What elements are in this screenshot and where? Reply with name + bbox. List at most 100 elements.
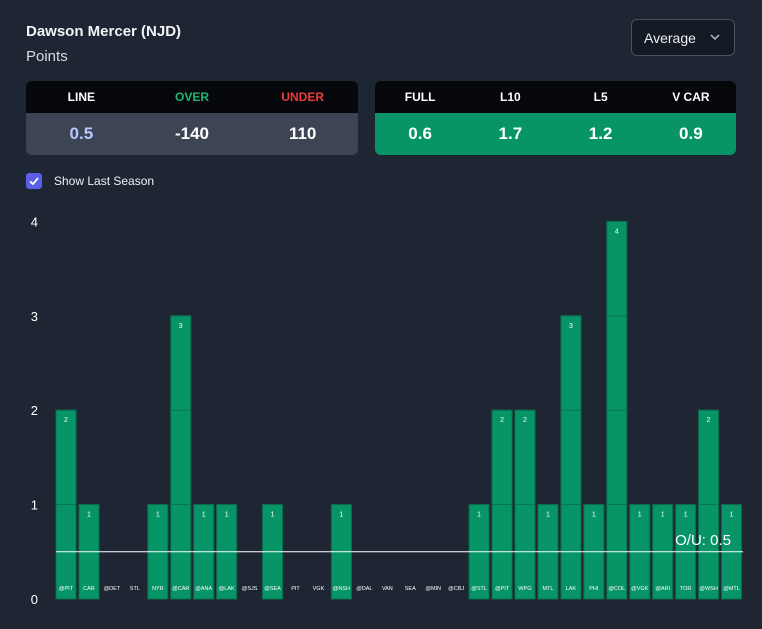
x-tick-label: @SEA (264, 586, 281, 592)
over-value: -140 (174, 124, 210, 143)
x-tick-label: STL (130, 586, 140, 592)
bar-segment (55, 409, 77, 505)
bar-segment (606, 220, 628, 317)
x-tick-label: @COL (608, 586, 625, 592)
x-tick-label: @DET (104, 586, 121, 592)
bar-value-label: 1 (271, 512, 275, 519)
x-tick-label: NYR (152, 586, 164, 592)
under-header: UNDER (281, 90, 325, 104)
line-card: LINE OVER UNDER 0.5 -140 110 (26, 81, 358, 155)
bar-value-label: 2 (64, 417, 68, 424)
bar-value-label: 1 (156, 512, 160, 519)
y-tick-label: 2 (31, 403, 38, 418)
bar-value-label: 1 (339, 512, 343, 519)
bar-segment (698, 409, 719, 505)
x-tick-label: PHI (589, 586, 599, 592)
l5-value: 1.2 (588, 124, 613, 143)
x-tick-label: @WSH (699, 586, 717, 592)
show-last-season-checkbox[interactable] (26, 173, 42, 189)
bar-segment (606, 409, 628, 505)
bar-value-label: 1 (684, 512, 688, 519)
show-last-season-toggle[interactable]: Show Last Season (26, 173, 154, 189)
bar-value-label: 1 (477, 512, 481, 519)
full-value: 0.6 (408, 124, 432, 143)
x-tick-label: @CAR (172, 586, 189, 592)
bar-value-label: 1 (87, 512, 91, 519)
bar-segment (560, 315, 582, 411)
x-tick-label: TOR (680, 586, 692, 592)
x-tick-label: @DAL (356, 586, 372, 592)
bar-value-label: 1 (202, 512, 206, 519)
l10-value: 1.7 (498, 124, 523, 143)
chevron-down-icon (710, 34, 720, 41)
bar-value-label: 1 (638, 512, 642, 519)
x-tick-label: @SJS (242, 586, 258, 592)
bar (698, 409, 720, 600)
x-tick-label: @MTL (723, 586, 740, 592)
x-tick-label: @PIT (495, 586, 510, 592)
x-tick-label: VGK (313, 586, 325, 592)
checkmark-icon (29, 177, 39, 186)
bar-value-label: 1 (546, 512, 550, 519)
line-value: 0.5 (69, 124, 94, 143)
bar (560, 315, 582, 600)
vs-car-value: 0.9 (679, 124, 703, 143)
x-tick-label: @MIN (425, 586, 441, 592)
bar-value-label: 1 (592, 512, 596, 519)
bar-value-label: 1 (225, 512, 229, 519)
bar-value-label: 3 (569, 323, 573, 330)
bar-segment (514, 409, 536, 505)
points-bar-chart: 0 1 2 3 4 2 @PIT 1 CAR @DET STL 1 NYR 3 @CAR 1 @ANA 1 @LAK… (31, 214, 743, 607)
stat-name: Points (26, 48, 68, 65)
x-tick-label: @NSH (333, 586, 350, 592)
bar (514, 409, 536, 600)
dropdown-value: Average (644, 29, 696, 46)
l10-header: L10 (500, 90, 521, 104)
bar (170, 315, 192, 600)
average-card: FULL L10 L5 V CAR 0.6 1.7 1.2 0.9 (375, 81, 736, 155)
bar (55, 409, 77, 600)
x-tick-label: @ARI (655, 586, 670, 592)
x-tick-label: VAN (382, 586, 393, 592)
x-tick-label: SEA (405, 586, 416, 592)
x-tick-label: @VGK (631, 586, 649, 592)
x-tick-label: @ANA (195, 586, 212, 592)
bar-value-label: 2 (523, 417, 527, 424)
full-header: FULL (404, 90, 436, 104)
bar-value-label: 3 (179, 323, 183, 330)
bar-value-label: 2 (707, 417, 711, 424)
x-tick-label: MTL (542, 586, 553, 592)
average-dropdown[interactable]: Average (631, 19, 735, 56)
line-header: LINE (67, 90, 95, 104)
bar (606, 220, 628, 600)
bar (491, 409, 513, 600)
bar-segment (606, 315, 628, 411)
y-tick-label: 1 (31, 498, 38, 513)
bar-value-label: 1 (661, 512, 665, 519)
bar-value-label: 1 (730, 512, 734, 519)
bar-segment (170, 409, 192, 505)
over-under-label: O/U: 0.5 (675, 532, 731, 549)
x-tick-label: @LAK (219, 586, 235, 592)
y-tick-label: 3 (31, 309, 38, 324)
x-tick-label: @CBJ (448, 586, 464, 592)
x-tick-label: WPG (518, 586, 531, 592)
bar-value-label: 4 (615, 228, 619, 235)
x-tick-label: @STL (471, 586, 487, 592)
l5-header: L5 (593, 90, 608, 104)
vs-car-header: V CAR (672, 90, 710, 104)
player-name: Dawson Mercer (NJD) (26, 23, 182, 40)
bar-segment (170, 315, 192, 411)
bar-value-label: 2 (500, 417, 504, 424)
y-tick-label: 4 (31, 214, 38, 229)
bar-segment (491, 409, 513, 505)
x-tick-label: @PIT (59, 586, 74, 592)
x-tick-label: CAR (83, 586, 95, 592)
bar-segment (560, 409, 582, 505)
over-header: OVER (175, 90, 210, 104)
under-value: 110 (288, 124, 317, 143)
x-tick-label: PIT (291, 586, 300, 592)
show-last-season-label: Show Last Season (54, 174, 155, 188)
x-tick-label: LAK (566, 586, 577, 592)
y-tick-label: 0 (31, 592, 38, 607)
